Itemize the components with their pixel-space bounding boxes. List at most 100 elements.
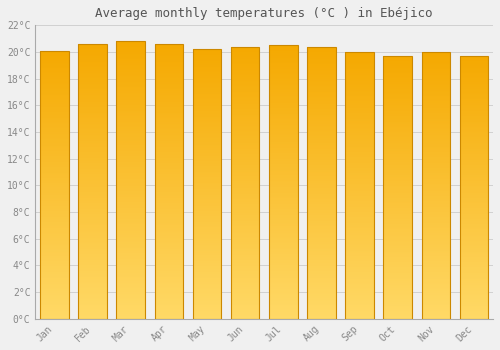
Bar <box>231 271 260 272</box>
Bar <box>345 213 374 215</box>
Bar <box>78 99 107 100</box>
Bar <box>154 81 183 82</box>
Bar <box>231 113 260 115</box>
Bar <box>154 108 183 110</box>
Bar <box>192 212 222 214</box>
Bar <box>384 239 412 240</box>
Bar <box>40 272 68 273</box>
Bar <box>384 232 412 233</box>
Bar <box>345 272 374 273</box>
Bar <box>40 65 68 67</box>
Bar <box>78 298 107 300</box>
Bar <box>422 220 450 221</box>
Bar <box>116 135 145 137</box>
Bar <box>116 262 145 263</box>
Bar <box>422 200 450 201</box>
Bar <box>154 301 183 302</box>
Bar <box>231 149 260 150</box>
Bar <box>307 271 336 272</box>
Bar <box>422 61 450 63</box>
Bar <box>460 103 488 105</box>
Bar <box>384 123 412 124</box>
Bar <box>154 245 183 246</box>
Bar <box>116 102 145 104</box>
Bar <box>307 229 336 230</box>
Bar <box>345 280 374 281</box>
Bar <box>40 248 68 249</box>
Bar <box>78 136 107 137</box>
Bar <box>78 143 107 144</box>
Bar <box>116 251 145 252</box>
Bar <box>345 232 374 233</box>
Bar <box>231 199 260 200</box>
Bar <box>192 160 222 161</box>
Bar <box>460 60 488 61</box>
Bar <box>460 140 488 141</box>
Bar <box>192 184 222 185</box>
Bar <box>192 53 222 55</box>
Bar <box>307 64 336 66</box>
Bar <box>307 252 336 253</box>
Bar <box>307 168 336 169</box>
Bar <box>40 216 68 217</box>
Bar <box>269 317 298 318</box>
Bar <box>384 252 412 253</box>
Bar <box>384 300 412 302</box>
Bar <box>422 317 450 318</box>
Bar <box>192 313 222 315</box>
Bar <box>460 143 488 144</box>
Bar <box>231 130 260 131</box>
Bar <box>78 84 107 85</box>
Bar <box>345 148 374 149</box>
Bar <box>154 150 183 151</box>
Bar <box>40 256 68 257</box>
Bar <box>78 102 107 103</box>
Bar <box>269 153 298 155</box>
Bar <box>269 75 298 77</box>
Bar <box>460 257 488 258</box>
Bar <box>384 266 412 267</box>
Bar <box>384 154 412 156</box>
Bar <box>78 110 107 111</box>
Bar <box>154 116 183 117</box>
Bar <box>460 292 488 294</box>
Bar <box>40 85 68 87</box>
Bar <box>422 128 450 129</box>
Bar <box>231 191 260 192</box>
Bar <box>269 84 298 85</box>
Bar <box>269 74 298 75</box>
Bar <box>307 183 336 184</box>
Bar <box>78 155 107 156</box>
Bar <box>40 123 68 124</box>
Bar <box>269 163 298 164</box>
Bar <box>116 223 145 224</box>
Bar <box>384 275 412 276</box>
Bar <box>192 195 222 196</box>
Bar <box>460 123 488 124</box>
Bar <box>116 222 145 223</box>
Bar <box>269 283 298 285</box>
Bar <box>269 90 298 92</box>
Bar <box>116 50 145 51</box>
Bar <box>269 116 298 118</box>
Bar <box>307 233 336 235</box>
Bar <box>231 124 260 126</box>
Bar <box>231 302 260 304</box>
Bar <box>78 74 107 76</box>
Bar <box>154 98 183 99</box>
Bar <box>192 265 222 266</box>
Bar <box>269 176 298 178</box>
Bar <box>154 132 183 133</box>
Bar <box>422 72 450 73</box>
Bar <box>345 163 374 164</box>
Bar <box>40 238 68 240</box>
Bar <box>460 215 488 216</box>
Bar <box>78 76 107 77</box>
Bar <box>78 220 107 221</box>
Bar <box>40 209 68 210</box>
Bar <box>269 313 298 315</box>
Bar <box>422 84 450 85</box>
Bar <box>422 89 450 91</box>
Bar <box>307 103 336 104</box>
Bar <box>307 264 336 266</box>
